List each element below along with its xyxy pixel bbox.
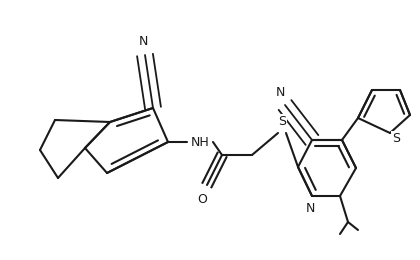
Text: N: N	[305, 202, 315, 214]
Text: S: S	[278, 114, 286, 127]
Text: NH: NH	[191, 135, 210, 148]
Text: S: S	[392, 132, 400, 145]
Text: O: O	[197, 192, 207, 205]
Text: N: N	[276, 86, 285, 99]
Text: N: N	[138, 35, 148, 48]
